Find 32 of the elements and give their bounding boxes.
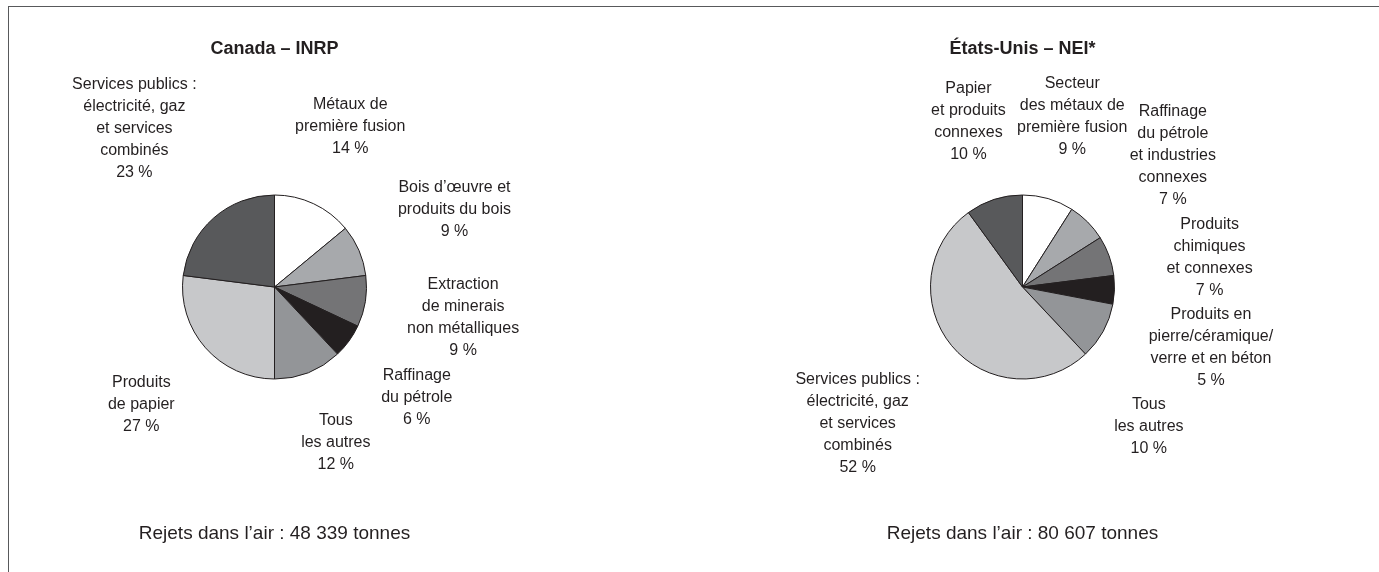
data-label: 9 % [449, 340, 477, 358]
slice-label: Tous les autres [1114, 395, 1184, 435]
slice-label: Secteur des métaux de première fusion [1017, 73, 1128, 135]
data-label: 23 % [116, 163, 153, 181]
slice-label: Bois d’œuvre et produits du bois [397, 178, 512, 218]
data-label: 5 % [1197, 370, 1225, 388]
data-label: 14 % [332, 139, 369, 157]
slice-label: Services publics : électricité, gaz et services combinés [72, 75, 197, 159]
slice-label: Métaux de première fusion [295, 95, 406, 135]
data-label: 9 % [1058, 139, 1087, 157]
text: Rejets dans l’air : 48 339 tonnes [138, 522, 411, 543]
text: Rejets dans l’air : 80 607 tonnes [886, 522, 1159, 543]
data-label: 10 % [1130, 439, 1168, 457]
data-label: 6 % [402, 409, 431, 427]
data-label: 7 % [1195, 280, 1224, 298]
slice-label: Produits chimiques et connexes [1166, 214, 1253, 276]
slice-label: Produits de papier [107, 373, 176, 413]
slice-label: Papier et produits connexes [931, 78, 1006, 140]
data-label: 12 % [317, 454, 355, 472]
chart-title: États-Unis – NEI* [949, 37, 1096, 58]
data-label: 7 % [1159, 190, 1187, 208]
slice-label: Services publics : électricité, gaz et services combinés [795, 370, 920, 454]
slice-label: Tous les autres [301, 410, 371, 450]
slice-label: Extraction de minerais non métalliques [407, 274, 520, 336]
data-label: 10 % [950, 144, 987, 162]
slice-label: Raffinage du pétrole et industries connexes [1129, 102, 1216, 186]
chart-title: Canada – INRP [210, 38, 339, 58]
data-label: 52 % [839, 458, 876, 476]
data-label: 27 % [123, 417, 160, 435]
data-label: 9 % [440, 222, 469, 240]
slice-label: Raffinage du pétrole [381, 365, 453, 405]
slice-label: Produits en pierre/céramique/ verre et en béton [1148, 304, 1274, 366]
